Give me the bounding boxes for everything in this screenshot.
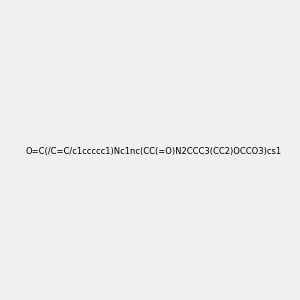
Text: O=C(/C=C/c1ccccc1)Nc1nc(CC(=O)N2CCC3(CC2)OCCO3)cs1: O=C(/C=C/c1ccccc1)Nc1nc(CC(=O)N2CCC3(CC2… — [26, 147, 282, 156]
